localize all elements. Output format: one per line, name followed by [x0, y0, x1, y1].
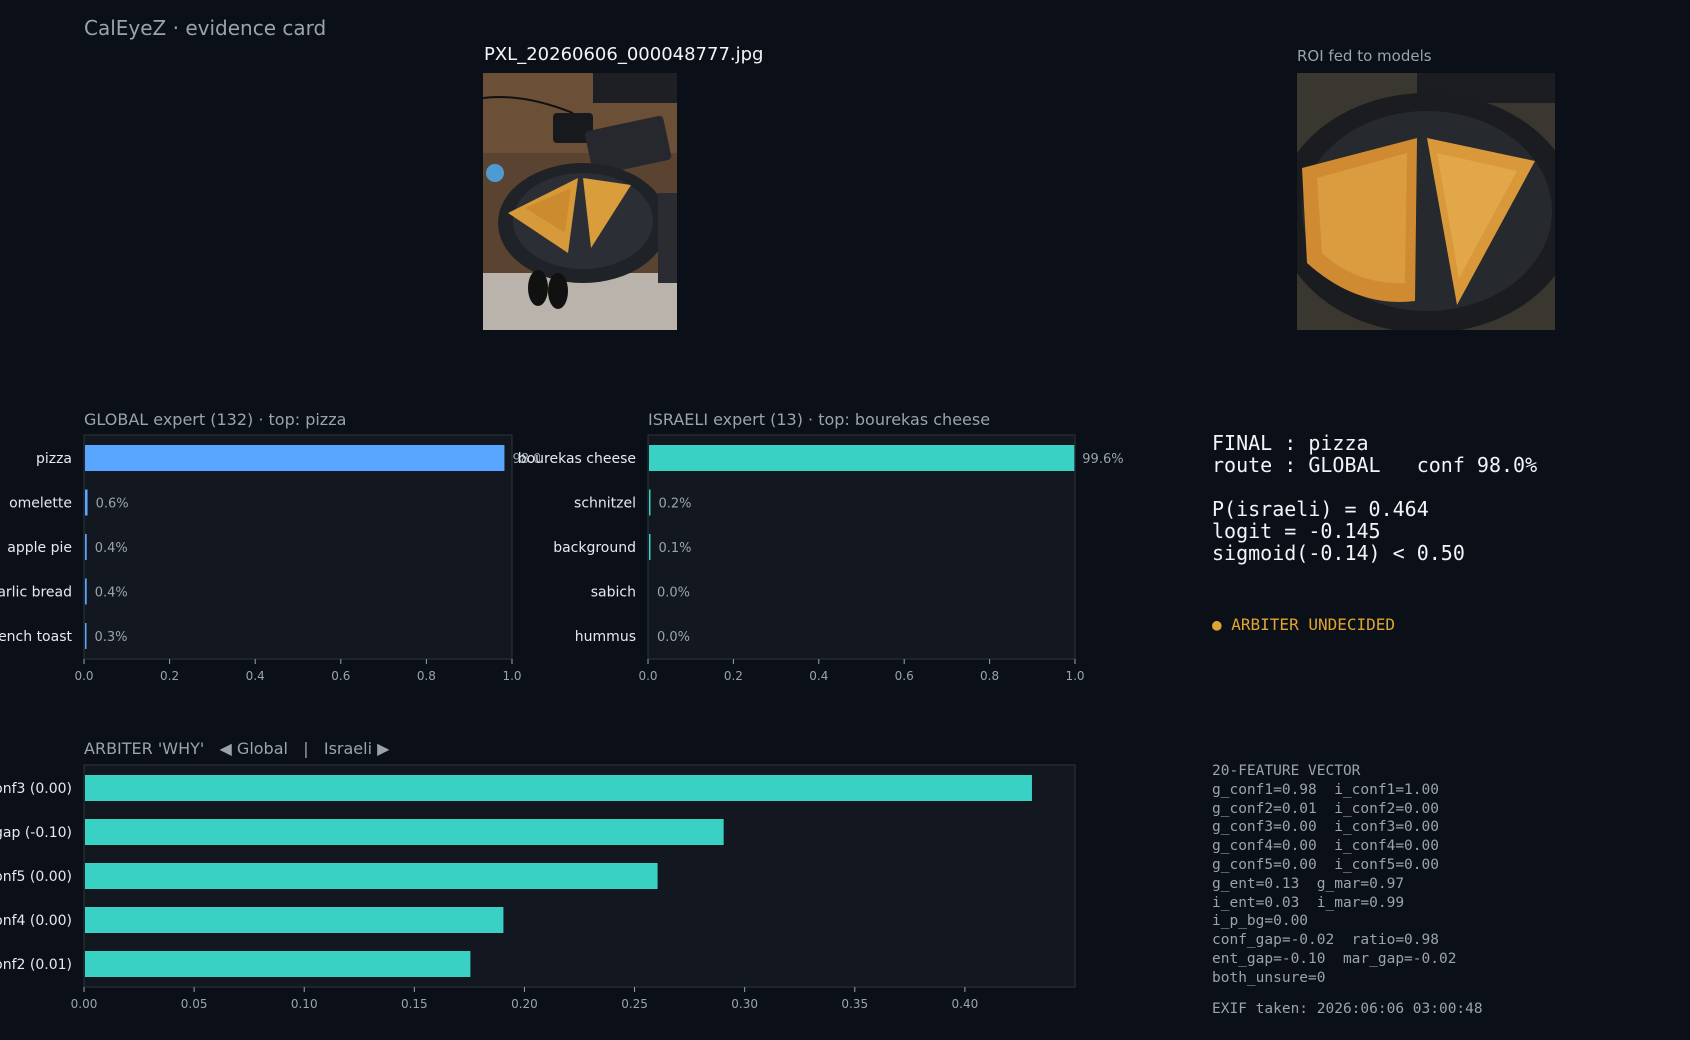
arbiter-chart-title: ARBITER 'WHY' ◀ Global | Israeli ▶ [84, 739, 390, 758]
x-tick-label: 0.2 [724, 669, 743, 683]
value-label: 0.0% [657, 630, 690, 645]
x-tick-label: 0.30 [731, 997, 758, 1011]
x-tick-label: 0.40 [952, 997, 979, 1011]
feature-vector-title: 20-FEATURE VECTOR [1212, 763, 1361, 779]
x-tick-label: 0.4 [809, 669, 828, 683]
x-tick-label: 0.00 [71, 997, 98, 1011]
x-tick-label: 0.6 [331, 669, 350, 683]
x-tick-label: 0.6 [895, 669, 914, 683]
global-chart-title: GLOBAL expert (132) · top: pizza [84, 410, 347, 429]
x-tick-label: 0.25 [621, 997, 648, 1011]
x-tick-label: 0.8 [980, 669, 999, 683]
x-tick-label: 1.0 [1065, 669, 1084, 683]
final-label: FINAL : pizza [1212, 431, 1369, 455]
value-label: 0.6% [96, 497, 129, 512]
feature-line: ent_gap=-0.10 mar_gap=-0.02 [1212, 950, 1457, 967]
israeli-expert-chart: bourekas cheese 99.6% schnitzel 0.2% backgro… [518, 434, 1124, 683]
bar [85, 534, 87, 560]
bar [649, 445, 1075, 471]
bar [85, 863, 658, 889]
x-tick-label: 0.10 [291, 997, 318, 1011]
bar [85, 578, 87, 605]
bar [85, 907, 504, 933]
category-label: i_conf4 (0.00) [0, 913, 72, 929]
feature-line: i_p_bg=0.00 [1212, 913, 1309, 930]
category-label: pizza [36, 451, 72, 467]
value-label: 0.4% [95, 541, 128, 556]
value-label: 99.6% [1082, 452, 1123, 467]
x-tick-label: 0.0 [74, 669, 93, 683]
category-label: hummus [575, 629, 636, 645]
x-tick-label: 0.35 [841, 997, 868, 1011]
value-label: 0.0% [657, 586, 690, 601]
value-label: 98.0% [512, 452, 540, 467]
category-label: apple pie [7, 540, 72, 556]
final-decision: FINAL : pizza route : GLOBAL conf 98.0% … [1212, 432, 1537, 564]
category-label: garlic bread [0, 585, 72, 601]
x-tick-label: 0.8 [417, 669, 436, 683]
feature-line: g_ent=0.13 g_mar=0.97 [1212, 875, 1405, 892]
category-label: ent_gap (-0.10) [0, 825, 72, 841]
bar [85, 623, 87, 649]
value-label: 0.4% [95, 586, 128, 601]
x-tick-label: 0.4 [246, 669, 265, 683]
bar [85, 445, 505, 471]
feature-line: g_conf5=0.00 i_conf5=0.00 [1212, 856, 1439, 873]
arbiter-status: ● ARBITER UNDECIDED [1212, 615, 1396, 634]
category-label: i_conf5 (0.00) [0, 869, 72, 885]
value-label: 0.3% [95, 630, 128, 645]
feature-line: conf_gap=-0.02 ratio=0.98 [1212, 932, 1439, 949]
category-label: french toast [0, 629, 72, 645]
value-label: 0.1% [659, 541, 692, 556]
p-israeli: P(israeli) = 0.464 [1212, 497, 1429, 521]
sigmoid: sigmoid(-0.14) < 0.50 [1212, 541, 1465, 565]
x-tick-label: 0.20 [511, 997, 538, 1011]
x-tick-label: 1.0 [502, 669, 521, 683]
feature-line: g_conf2=0.01 i_conf2=0.00 [1212, 800, 1439, 817]
app-title: CalEyeZ · evidence card [84, 16, 327, 40]
x-tick-label: 0.0 [638, 669, 657, 683]
x-tick-label: 0.05 [181, 997, 208, 1011]
category-label: sabich [591, 585, 636, 601]
bar [85, 951, 471, 977]
logit: logit = -0.145 [1212, 519, 1381, 543]
feature-line: g_conf4=0.00 i_conf4=0.00 [1212, 838, 1439, 855]
category-label: i_conf2 (0.01) [0, 957, 72, 973]
category-label: bourekas cheese [518, 451, 636, 467]
category-label: schnitzel [574, 496, 636, 512]
category-label: i_conf3 (0.00) [0, 781, 72, 797]
category-label: omelette [9, 496, 72, 512]
israeli-chart-title: ISRAELI expert (13) · top: bourekas chee… [648, 410, 991, 429]
roi-illustration [1297, 73, 1555, 330]
roi-label: ROI fed to models [1297, 47, 1432, 65]
x-tick-label: 0.2 [160, 669, 179, 683]
photo-thumbnail [483, 73, 677, 330]
feature-vector: 20-FEATURE VECTOR g_conf1=0.98 i_conf1=1.… [1212, 762, 1456, 988]
bar [85, 489, 88, 516]
bar [85, 775, 1032, 801]
global-plot-area [83, 434, 513, 660]
arbiter-why-chart: i_conf3 (0.00) ent_gap (-0.10) i_conf5 (0.… [0, 764, 1076, 1011]
global-expert-chart: pizza 98.0% omelette 0.6% apple pie 0.4% garli… [0, 434, 540, 683]
feature-line: g_conf1=0.98 i_conf1=1.00 [1212, 781, 1439, 798]
feature-line: g_conf3=0.00 i_conf3=0.00 [1212, 819, 1439, 836]
file-name: PXL_20260606_000048777.jpg [484, 44, 764, 65]
feature-line: i_ent=0.03 i_mar=0.99 [1212, 894, 1405, 911]
bar [649, 489, 651, 516]
photo-illustration [483, 73, 677, 330]
israeli-plot-area [647, 434, 1076, 660]
x-tick-label: 0.15 [401, 997, 428, 1011]
bar [649, 534, 651, 560]
feature-line: both_unsure=0 [1212, 969, 1326, 986]
category-label: background [553, 540, 636, 556]
roi-image [1297, 73, 1555, 330]
route-label: route : GLOBAL conf 98.0% [1212, 453, 1538, 477]
exif-timestamp: EXIF taken: 2026:06:06 03:00:48 [1212, 1001, 1483, 1017]
value-label: 0.2% [659, 497, 692, 512]
bar [85, 819, 724, 845]
